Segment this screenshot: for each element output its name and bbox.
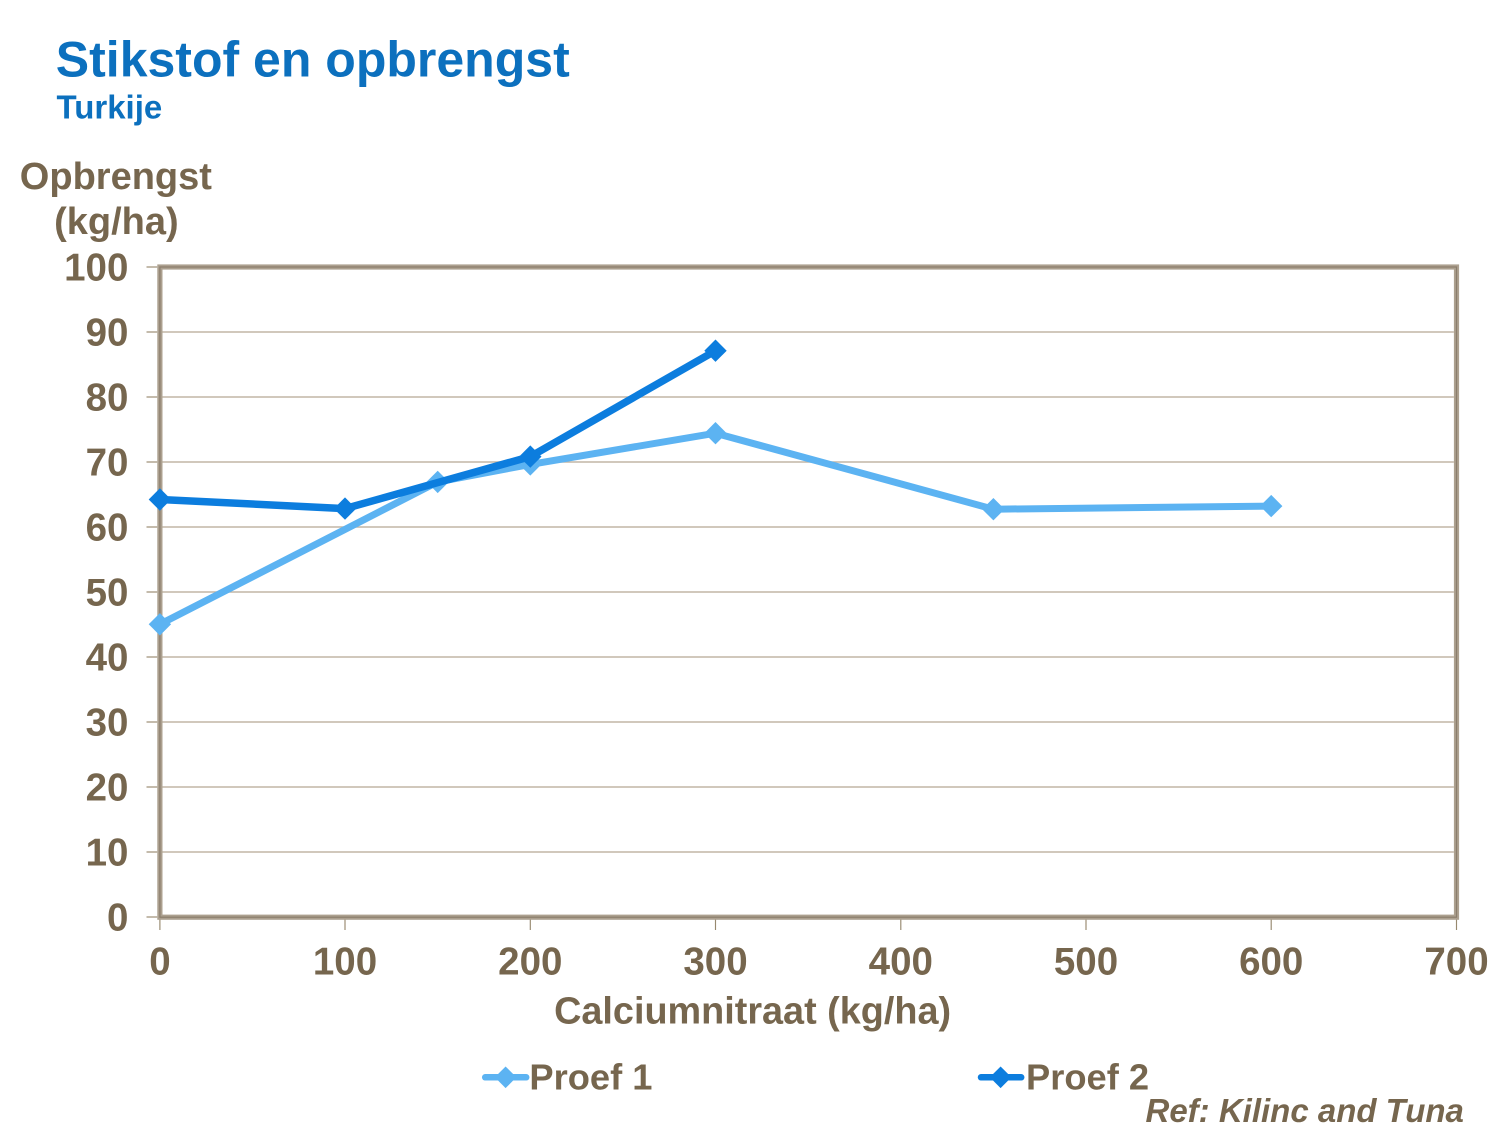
svg-text:700: 700: [1424, 940, 1488, 983]
svg-text:(kg/ha): (kg/ha): [54, 201, 179, 243]
svg-text:100: 100: [313, 940, 377, 983]
svg-text:70: 70: [86, 441, 129, 484]
svg-text:0: 0: [149, 940, 170, 983]
svg-text:0: 0: [107, 896, 128, 939]
svg-text:10: 10: [86, 831, 129, 874]
svg-text:Ref: Kilinc and Tuna: Ref: Kilinc and Tuna: [1146, 1092, 1464, 1125]
svg-text:200: 200: [498, 940, 562, 983]
svg-text:Opbrengst: Opbrengst: [20, 156, 212, 198]
svg-text:20: 20: [86, 766, 129, 809]
svg-text:30: 30: [86, 701, 129, 744]
svg-text:60: 60: [86, 506, 129, 549]
svg-text:500: 500: [1054, 940, 1118, 983]
svg-text:600: 600: [1239, 940, 1303, 983]
svg-text:50: 50: [86, 571, 129, 614]
svg-text:400: 400: [869, 940, 933, 983]
svg-text:300: 300: [683, 940, 747, 983]
svg-text:Calciumnitraat (kg/ha): Calciumnitraat (kg/ha): [554, 990, 951, 1032]
svg-text:Proef 1: Proef 1: [529, 1057, 652, 1098]
svg-text:Proef 2: Proef 2: [1026, 1057, 1149, 1098]
svg-text:90: 90: [86, 311, 129, 354]
svg-text:100: 100: [64, 246, 128, 289]
svg-text:80: 80: [86, 376, 129, 419]
svg-text:Turkije: Turkije: [57, 89, 163, 126]
svg-text:40: 40: [86, 636, 129, 679]
svg-text:Stikstof en opbrengst: Stikstof en opbrengst: [56, 32, 570, 88]
